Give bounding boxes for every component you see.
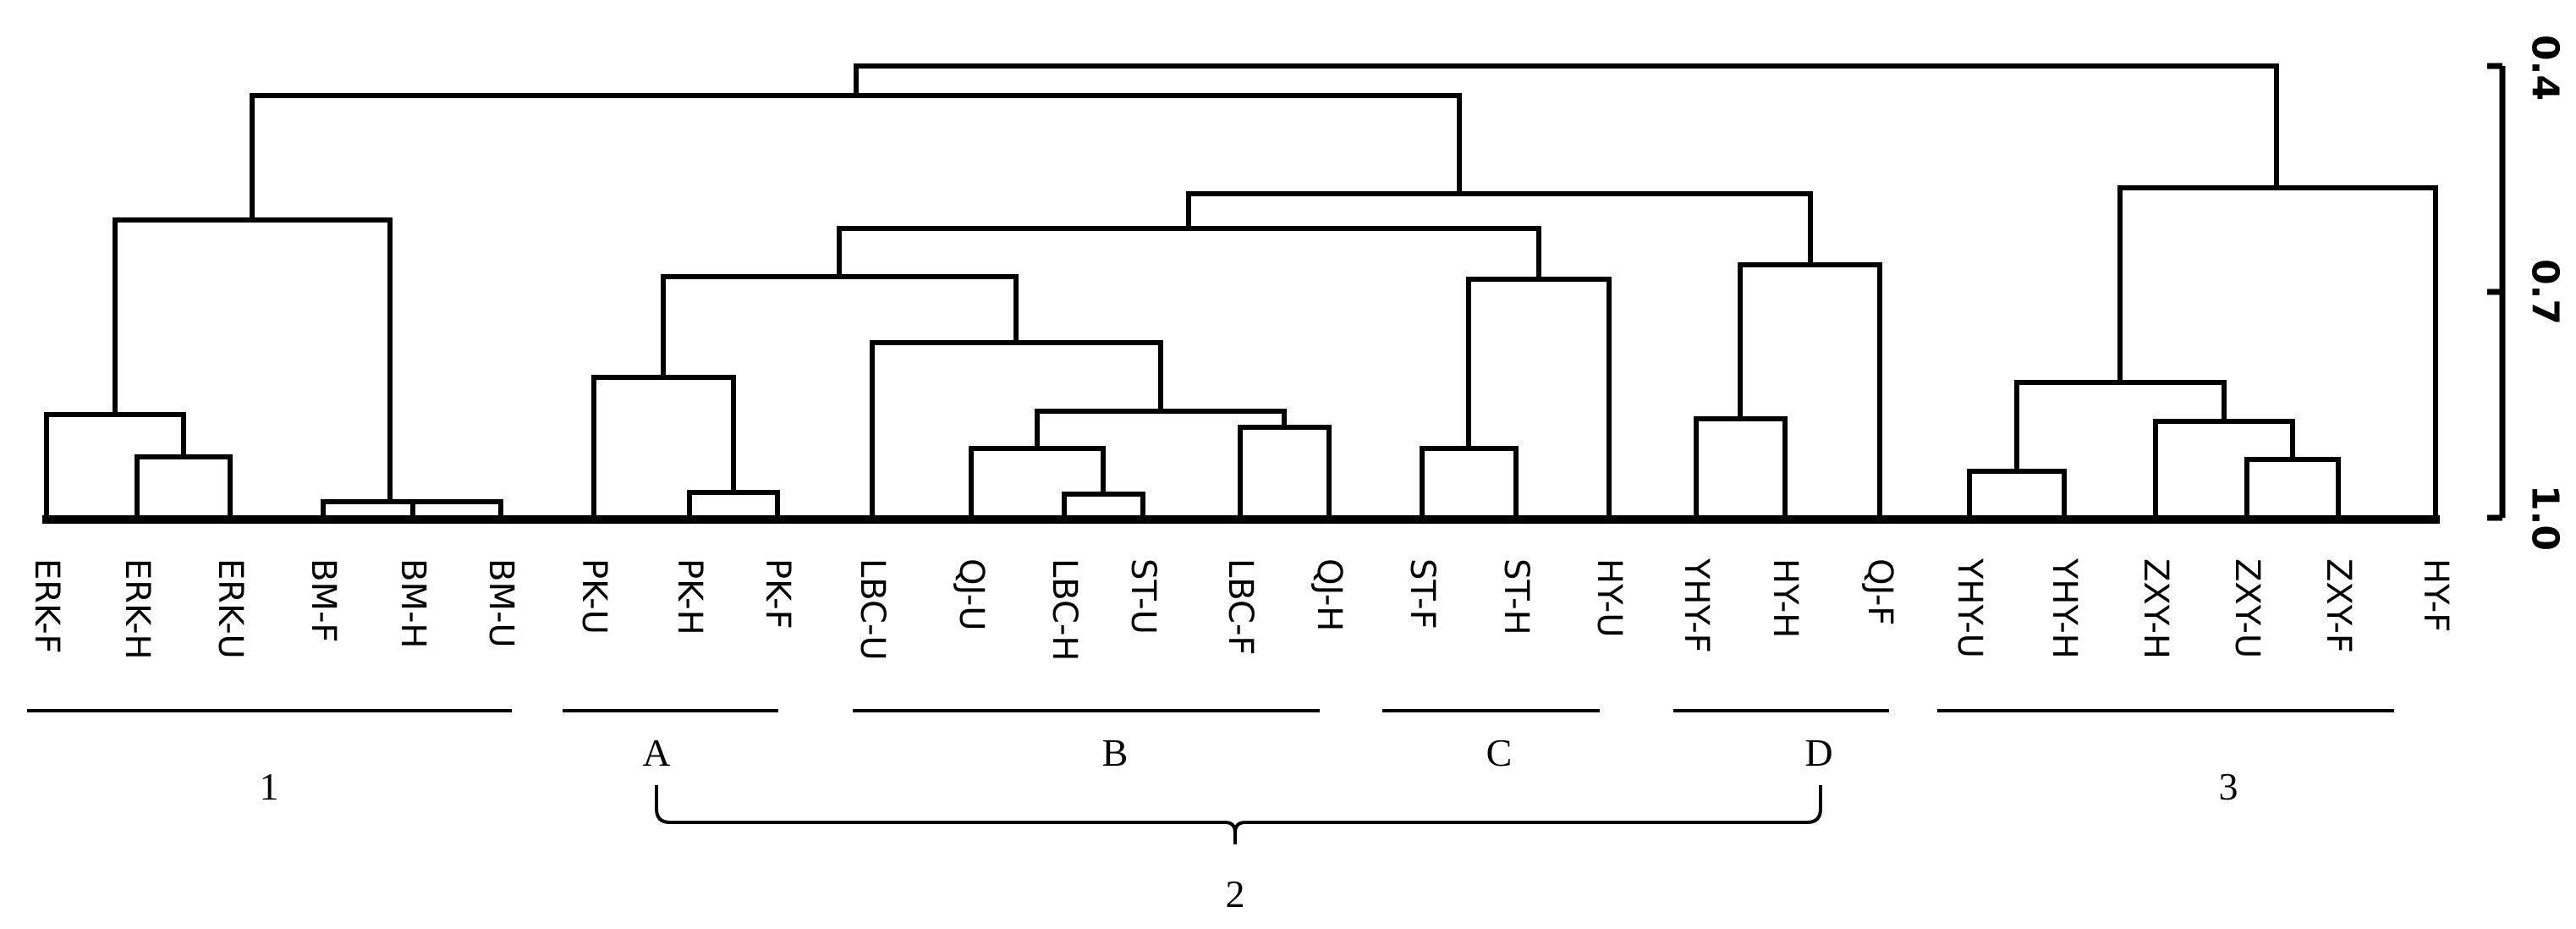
leaf-label: ERK-H [118, 558, 157, 660]
leaf-label: YHY-U [1950, 558, 1989, 658]
leaf-label: BM-H [393, 558, 432, 648]
group-2-label: 2 [1226, 872, 1245, 915]
link-zxy-u-zxy-f [2244, 457, 2341, 520]
group-a-label: A [642, 731, 670, 774]
link-erk-h-erk-u [135, 454, 233, 520]
group-1-label: 1 [260, 765, 279, 808]
link-yhy-u-yhy-h [1967, 469, 2067, 520]
link-bm-f-bm [321, 499, 459, 520]
link-yhy-f-hy-h [1694, 416, 1788, 520]
link-cluster-d [1738, 262, 1882, 520]
leaf-label: PK-U [574, 558, 613, 635]
leaf-label: HY-F [2416, 558, 2455, 632]
group-c-label: C [1486, 731, 1513, 774]
height-axis: 0.4 0.7 1.0 [2487, 35, 2567, 551]
cluster-groups: 1 A B C D 3 2 [27, 709, 2394, 915]
leaf-label: QJ-F [1860, 558, 1899, 625]
leaf-label: ERK-U [211, 558, 250, 659]
link-erk-f-erk [44, 412, 186, 520]
link-cluster-2 [250, 93, 1462, 223]
leaf-label: BM-F [304, 558, 343, 642]
group-2-brace [655, 785, 1822, 844]
link-qj-u-lbc-st [969, 446, 1106, 520]
leaf-label: BM-U [481, 558, 520, 648]
axis-tick-label: 0.7 [2524, 259, 2567, 325]
leaf-label: PK-H [670, 558, 709, 635]
leaf-label: ST-U [1123, 558, 1162, 635]
leaf-label: HY-H [1766, 558, 1804, 638]
link-abc-d [1186, 191, 1813, 267]
leaf-label: LBC-U [853, 558, 892, 661]
link-root [854, 63, 2279, 190]
axis-tick-label: 0.4 [2524, 35, 2567, 101]
link-zxy-h-zxy [2153, 419, 2295, 520]
link-st-f-st-h [1420, 446, 1519, 520]
link-yhy-zxy [2014, 380, 2227, 474]
leaf-label: QJ-H [1310, 558, 1348, 631]
leaf-label: YHY-F [1677, 558, 1716, 653]
link-lbc-h-st-u [1062, 492, 1145, 520]
leaf-label: LBC-F [1221, 558, 1260, 655]
link-cluster-1 [113, 217, 393, 504]
link-a-b [661, 274, 1019, 380]
axis-tick-label: 1.0 [2524, 485, 2567, 551]
leaf-label: QJ-U [952, 558, 991, 631]
leaf-label: ERK-F [27, 558, 66, 654]
group-b-label: B [1102, 731, 1129, 774]
link-cluster-b [870, 340, 1163, 520]
link-lbc-f-qj-h [1238, 425, 1332, 520]
leaf-label: ZXY-U [2227, 558, 2266, 658]
link-cluster-3 [2117, 185, 2438, 520]
leaf-label: ZXY-H [2136, 558, 2175, 659]
leaf-label: ST-H [1497, 558, 1535, 635]
group-d-label: D [1804, 731, 1832, 774]
group-3-label: 3 [2219, 765, 2238, 808]
link-pk-h-pk-f [687, 490, 780, 520]
leaf-label: ST-F [1403, 558, 1442, 629]
link-cluster-a [591, 375, 736, 520]
dendrogram-links [44, 63, 2438, 520]
link-ab-c [837, 226, 1541, 282]
leaf-labels: ERK-F ERK-H ERK-U BM-F BM-H BM-U PK-U PK… [27, 558, 2455, 661]
leaf-label: HY-U [1590, 558, 1629, 637]
link-cluster-c [1466, 277, 1612, 520]
leaf-label: PK-F [758, 558, 797, 629]
leaf-label: YHY-H [2045, 558, 2084, 659]
leaf-label: ZXY-F [2319, 558, 2358, 653]
leaf-label: LBC-H [1045, 558, 1084, 661]
